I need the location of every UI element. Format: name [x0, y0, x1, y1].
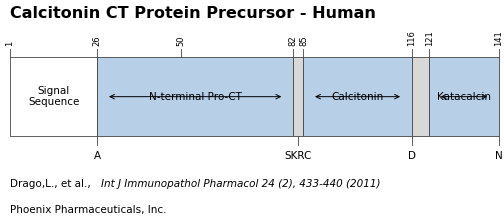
Text: Int J Immunopathol Pharmacol 24 (2), 433-440 (2011): Int J Immunopathol Pharmacol 24 (2), 433… [101, 179, 380, 189]
Text: N-terminal Pro-CT: N-terminal Pro-CT [149, 92, 241, 102]
Text: 141: 141 [494, 31, 503, 46]
Text: N: N [495, 151, 503, 161]
Bar [10, 57, 97, 136]
Bar [429, 57, 499, 136]
Text: A: A [94, 151, 101, 161]
Text: 121: 121 [424, 31, 433, 46]
Text: 85: 85 [299, 36, 308, 46]
Text: Signal
Sequence: Signal Sequence [28, 86, 80, 108]
Text: Calcitonin CT Protein Precursor - Human: Calcitonin CT Protein Precursor - Human [10, 6, 376, 21]
Text: Drago,L., et al.,: Drago,L., et al., [10, 179, 101, 189]
Text: 1: 1 [6, 41, 15, 46]
Text: Katacalcin: Katacalcin [437, 92, 491, 102]
Bar [303, 57, 412, 136]
Text: D: D [408, 151, 416, 161]
Text: SKRC: SKRC [284, 151, 312, 161]
Text: Calcitonin: Calcitonin [332, 92, 384, 102]
Bar [412, 57, 429, 136]
Text: Phoenix Pharmaceuticals, Inc.: Phoenix Pharmaceuticals, Inc. [10, 205, 167, 215]
Bar [293, 57, 303, 136]
Text: 116: 116 [407, 31, 416, 46]
Text: 26: 26 [93, 36, 102, 46]
Text: 82: 82 [288, 36, 297, 46]
Text: 50: 50 [177, 36, 185, 46]
Bar [97, 57, 293, 136]
